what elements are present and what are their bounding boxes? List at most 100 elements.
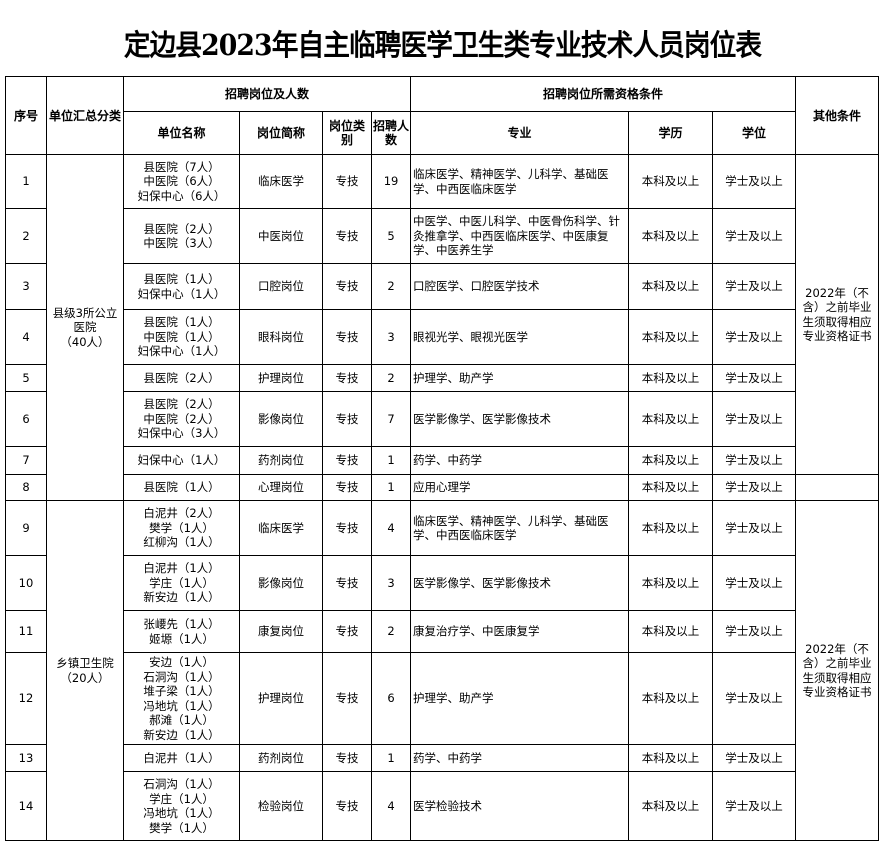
line: 中医院（2人） [143,411,220,426]
header-other: 其他条件 [795,76,880,155]
degree-cell: 学士及以上 [712,744,797,772]
type-cell: 专技 [322,474,372,501]
table-row: 11 张崾先（1人） 姬塬（1人） 康复岗位 专技 2 康复治疗学、中医康复学 本科及以上 学士… [5,610,879,653]
education-cell: 本科及以上 [628,446,714,475]
line: 县医院（1人） [143,480,220,495]
line: 妇保中心（3人） [137,426,226,441]
count-cell: 1 [370,446,412,475]
line: 冯地坑（1人） [143,698,220,713]
count-cell: 3 [370,309,412,365]
seq-cell: 10 [5,555,47,611]
line: 乡镇卫生院 [56,656,114,670]
degree-cell: 学士及以上 [712,610,797,653]
seq-cell: 11 [5,610,47,653]
major-cell: 应用心理学 [410,474,630,501]
major-cell: 医学检验技术 [410,771,630,841]
table-row: 5 县医院（2人） 护理岗位 专技 2 护理学、助产学 本科及以上 学士及以上 [5,364,879,392]
major-cell: 口腔医学、口腔医学技术 [410,263,630,310]
line: 学庄（1人） [149,791,214,806]
line: 妇保中心（6人） [137,188,226,203]
other-conditions-cell: 2022年（不含）之前毕业生须取得相应专业资格证书 [795,154,880,475]
education-cell: 本科及以上 [628,652,714,745]
post-cell: 眼科岗位 [239,309,323,365]
line: （40人） [60,334,110,349]
unit-cell: 县医院（1人） [123,474,240,501]
type-cell: 专技 [322,263,372,310]
count-cell: 5 [370,208,412,264]
line: 中医院（6人） [143,174,220,189]
count-cell: 6 [370,652,412,745]
unit-cell: 县医院（2人） 中医院（2人） 妇保中心（3人） [123,391,240,447]
degree-cell: 学士及以上 [712,652,797,745]
degree-cell: 学士及以上 [712,391,797,447]
education-cell: 本科及以上 [628,263,714,310]
type-cell: 专技 [322,771,372,841]
header-requirements-group: 招聘岗位所需资格条件 [410,76,797,112]
unit-cell: 县医院（7人） 中医院（6人） 妇保中心（6人） [123,154,240,209]
line: 县医院（2人） [143,397,220,412]
line: 新安边（1人） [143,727,220,742]
header-major: 专业 [410,111,630,155]
unit-cell: 张崾先（1人） 姬塬（1人） [123,610,240,653]
count-cell: 1 [370,474,412,501]
major-cell: 康复治疗学、中医康复学 [410,610,630,653]
header-recruit-group: 招聘岗位及人数 [122,76,412,112]
unit-cell: 县医院（1人） 妇保中心（1人） [123,263,240,310]
degree-cell: 学士及以上 [712,474,797,501]
post-cell: 临床医学 [239,500,323,556]
line: 白泥井（1人） [143,561,220,576]
major-cell: 眼视光学、眼视光医学 [410,309,630,365]
major-cell: 护理学、助产学 [410,652,630,745]
header-post: 岗位简称 [239,111,323,155]
line: 郝滩（1人） [149,713,214,727]
line: 红柳沟（1人） [143,535,220,550]
line: 姬塬（1人） [149,631,214,646]
major-cell: 临床医学、精神医学、儿科学、基础医学、中西医临床医学 [410,500,630,556]
table-row: 8 县医院（1人） 心理岗位 专技 1 应用心理学 本科及以上 学士及以上 [5,474,880,501]
header-group: 单位汇总分类 [46,76,124,155]
education-cell: 本科及以上 [628,208,714,264]
line: 冯地坑（1人） [143,806,220,820]
major-cell: 中医学、中医儿科学、中医骨伤科学、针灸推拿学、中西医临床医学、中医康复学、中医养… [410,208,630,264]
line: 学庄（1人） [149,575,214,590]
group-cell: 乡镇卫生院 （20人） [46,500,124,841]
count-cell: 3 [370,555,412,611]
line: 妇保中心（1人） [137,286,226,301]
line: 县医院（1人） [143,272,220,286]
table-row: 6 县医院（2人） 中医院（2人） 妇保中心（3人） 影像岗位 专技 7 医学影像学、医学影像… [5,391,879,447]
line: 石洞沟（1人） [143,669,220,684]
education-cell: 本科及以上 [628,500,714,556]
post-cell: 影像岗位 [239,391,323,447]
table-row: 2 县医院（2人） 中医院（3人） 中医岗位 专技 5 中医学、中医儿科学、中医骨伤科学、针… [5,208,879,264]
count-cell: 2 [370,263,412,310]
line: 白泥井（1人） [143,750,220,765]
table-row: 13 白泥井（1人） 药剂岗位 专技 1 药学、中药学 本科及以上 学士及以上 [5,744,879,772]
line: 妇保中心（1人） [137,453,226,468]
line: 县医院（7人） [143,159,220,174]
major-cell: 护理学、助产学 [410,364,630,392]
education-cell: 本科及以上 [628,154,714,209]
post-cell: 药剂岗位 [239,446,323,475]
unit-cell: 白泥井（2人） 樊学（1人） 红柳沟（1人） [123,500,240,556]
positions-table: 序号 单位汇总分类 招聘岗位及人数 招聘岗位所需资格条件 其他条件 单位名称 岗… [5,76,880,841]
group-cell: 县级3所公立 医院 （40人） [46,154,124,501]
seq-cell: 14 [5,771,47,841]
type-cell: 专技 [322,555,372,611]
line: 张崾先（1人） [143,617,220,631]
unit-cell: 安边（1人） 石洞沟（1人） 堆子梁（1人） 冯地坑（1人） 郝滩（1人） 新安边（1人） [123,652,240,745]
count-cell: 19 [370,154,412,209]
line: （20人） [60,670,110,685]
header-count: 招聘人数 [370,111,412,155]
header-seq: 序号 [5,76,47,155]
type-cell: 专技 [322,391,372,447]
count-cell: 2 [370,364,412,392]
type-cell: 专技 [322,744,372,772]
table-row: 7 妇保中心（1人） 药剂岗位 专技 1 药学、中药学 本科及以上 学士及以上 [5,446,879,475]
line: 白泥井（2人） [143,506,220,521]
education-cell: 本科及以上 [628,391,714,447]
degree-cell: 学士及以上 [712,309,797,365]
education-cell: 本科及以上 [628,744,714,772]
table-row: 4 县医院（1人） 中医院（1人） 妇保中心（1人） 眼科岗位 专技 3 眼视光学、眼视光医学… [5,309,879,365]
line: 县级3所公立 [52,305,118,320]
count-cell: 4 [370,771,412,841]
